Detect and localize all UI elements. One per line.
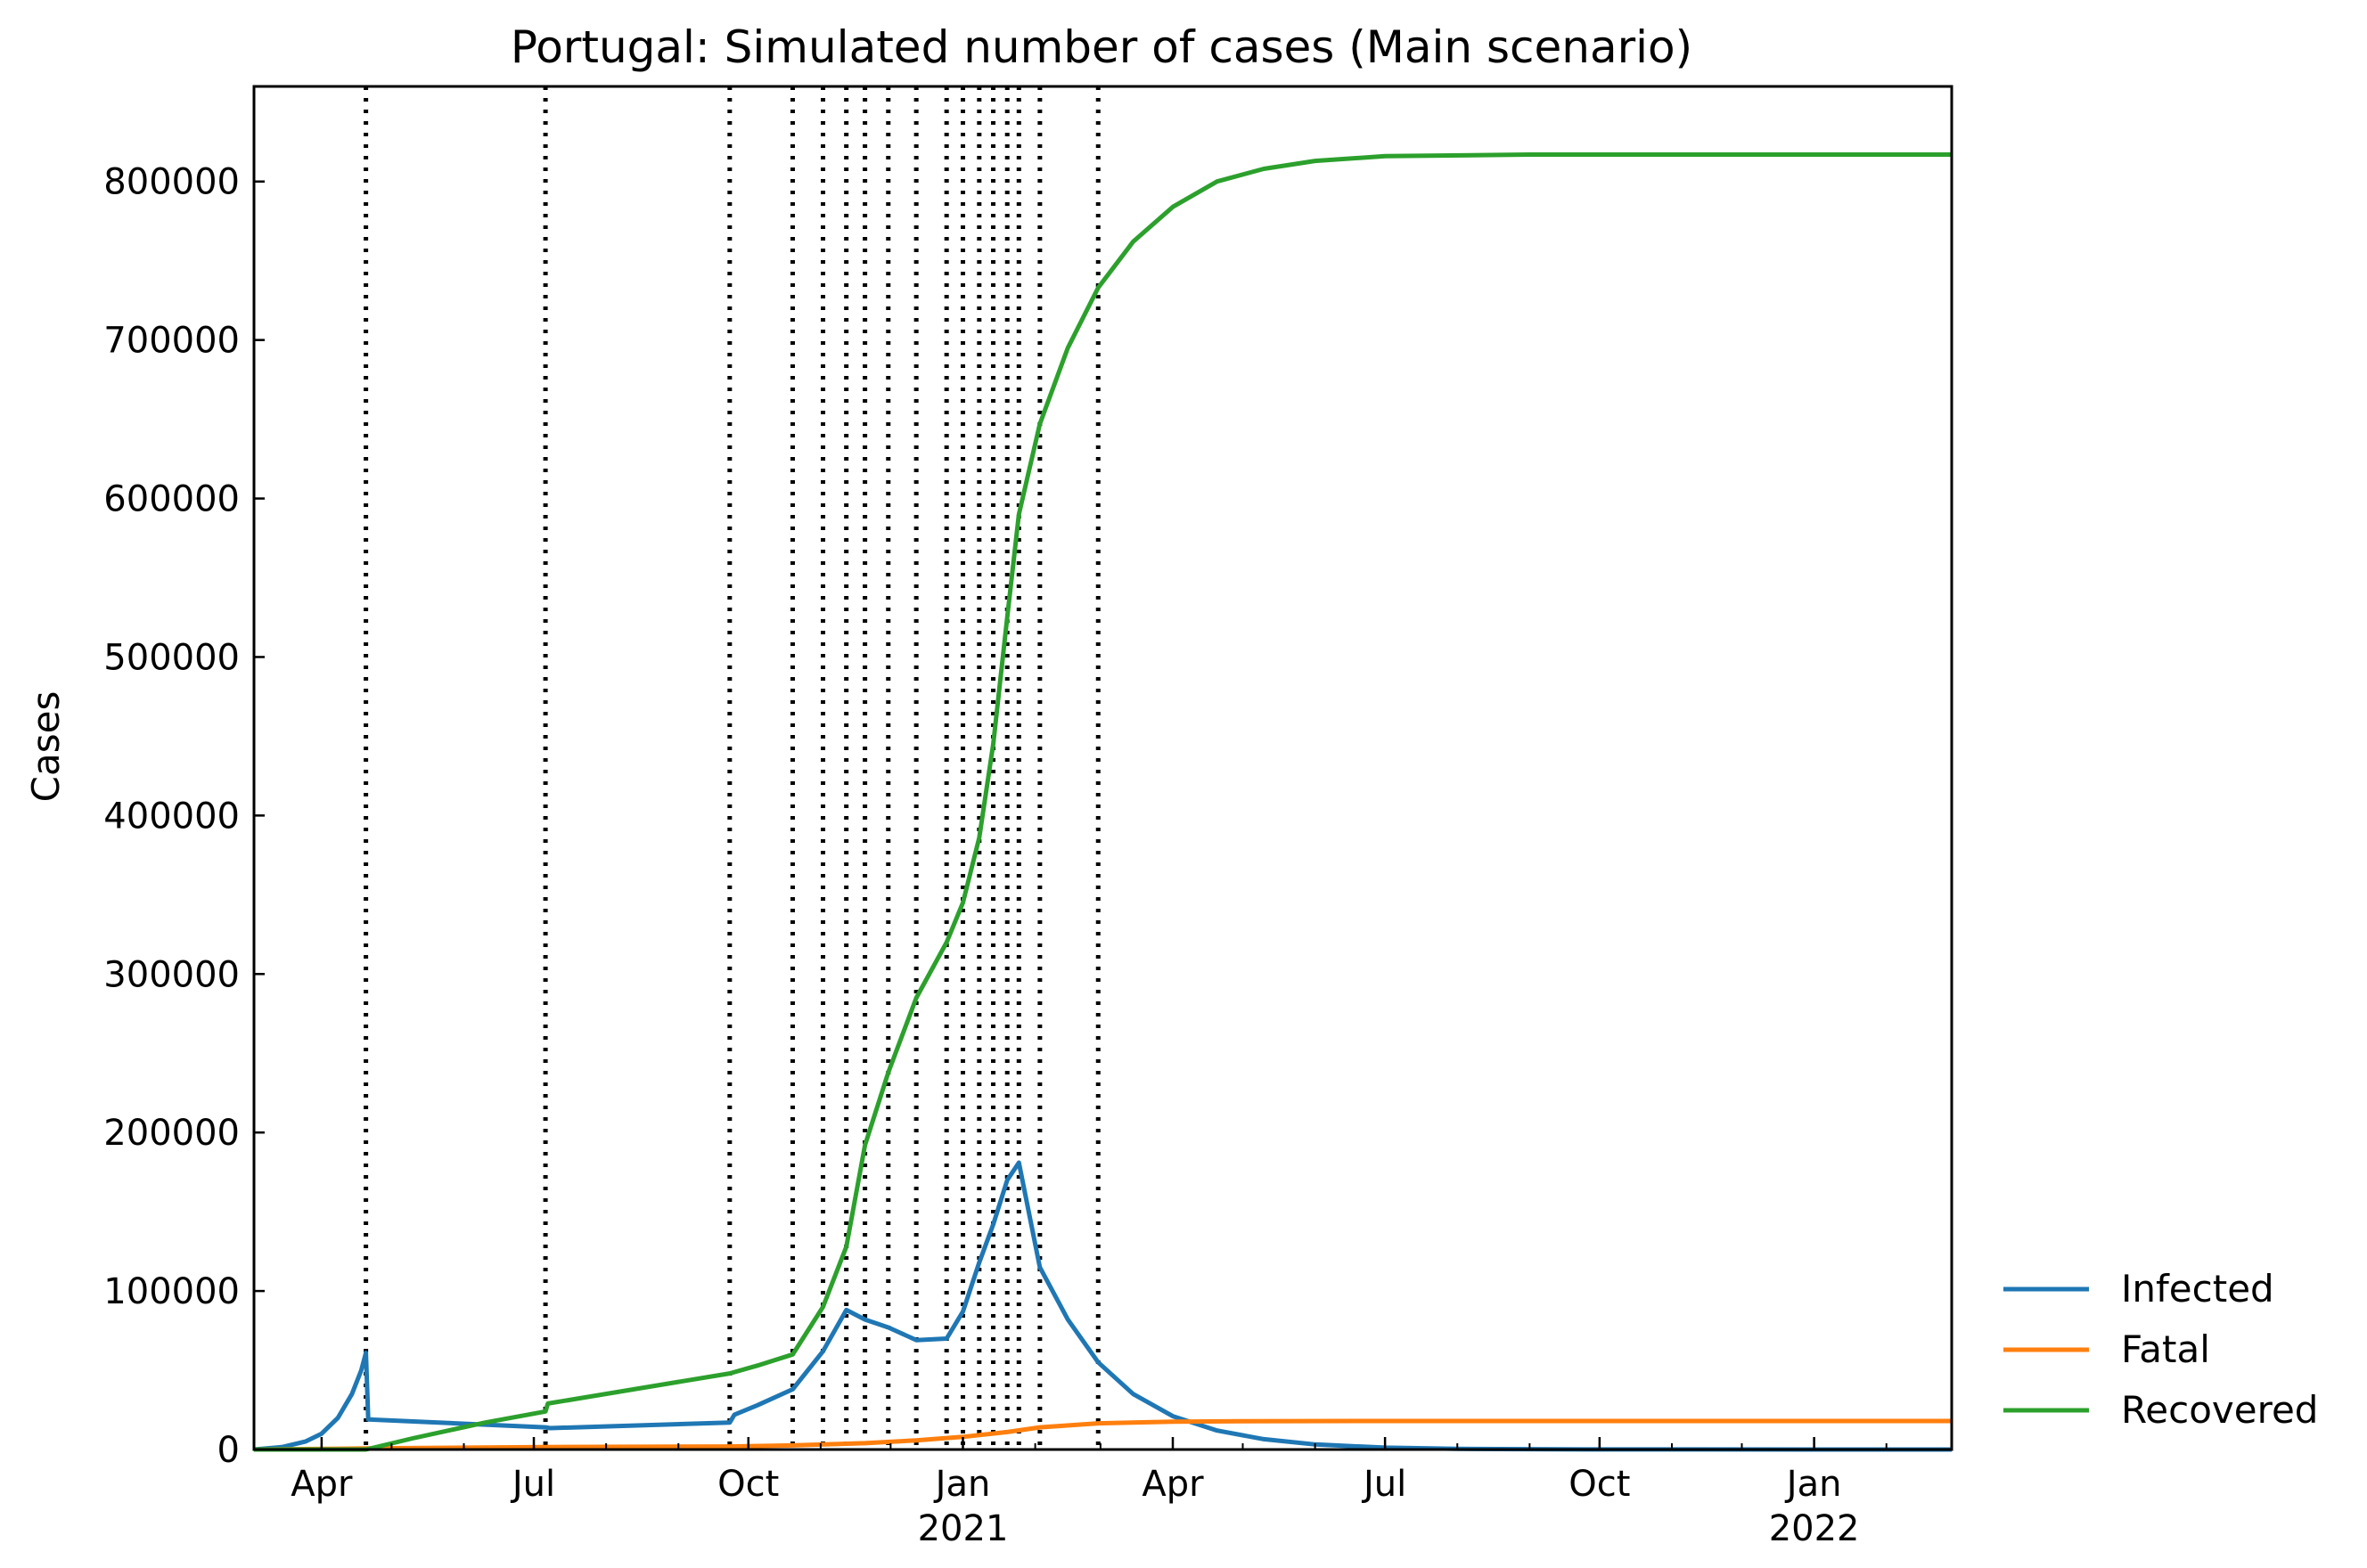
series-line-infected <box>253 1160 1953 1452</box>
x-tick-label: Jul <box>510 1464 555 1505</box>
y-tick-label: 300000 <box>103 954 240 995</box>
y-tick-label: 800000 <box>103 162 240 203</box>
x-tick-label: Jul <box>1361 1464 1406 1505</box>
chart-title: Portugal: Simulated number of cases (Mai… <box>511 21 1692 73</box>
plot-frame <box>252 85 1953 1451</box>
x-tick-label: Apr <box>291 1464 353 1505</box>
y-tick-label: 600000 <box>103 479 240 520</box>
y-tick-label: 400000 <box>103 796 240 837</box>
legend-label-fatal: Fatal <box>2121 1327 2210 1371</box>
y-axis-ticks: 0 100000 200000 300000 400000 500000 600000 700… <box>103 162 265 1471</box>
x-tick-label: Jan <box>933 1464 991 1505</box>
x-tick-year-label: 2021 <box>918 1508 1009 1549</box>
y-tick-label: 100000 <box>103 1271 240 1312</box>
series-line-recovered <box>254 152 1952 1452</box>
y-tick-label: 200000 <box>103 1113 240 1154</box>
x-tick-label: Apr <box>1142 1464 1204 1505</box>
legend-label-recovered: Recovered <box>2121 1388 2318 1432</box>
y-tick-label: 500000 <box>103 637 240 678</box>
y-tick-label: 700000 <box>103 321 240 362</box>
series-lines <box>253 152 1953 1452</box>
x-tick-year-label: 2022 <box>1769 1508 1860 1549</box>
x-tick-label: Oct <box>1568 1464 1630 1505</box>
legend-label-infected: Infected <box>2121 1267 2274 1311</box>
legend: Infected Fatal Recovered <box>2003 1267 2318 1432</box>
x-tick-label: Jan <box>1784 1464 1842 1505</box>
y-tick-label: 0 <box>217 1430 240 1471</box>
y-axis-label: Cases <box>24 691 68 803</box>
x-tick-label: Oct <box>717 1464 779 1505</box>
